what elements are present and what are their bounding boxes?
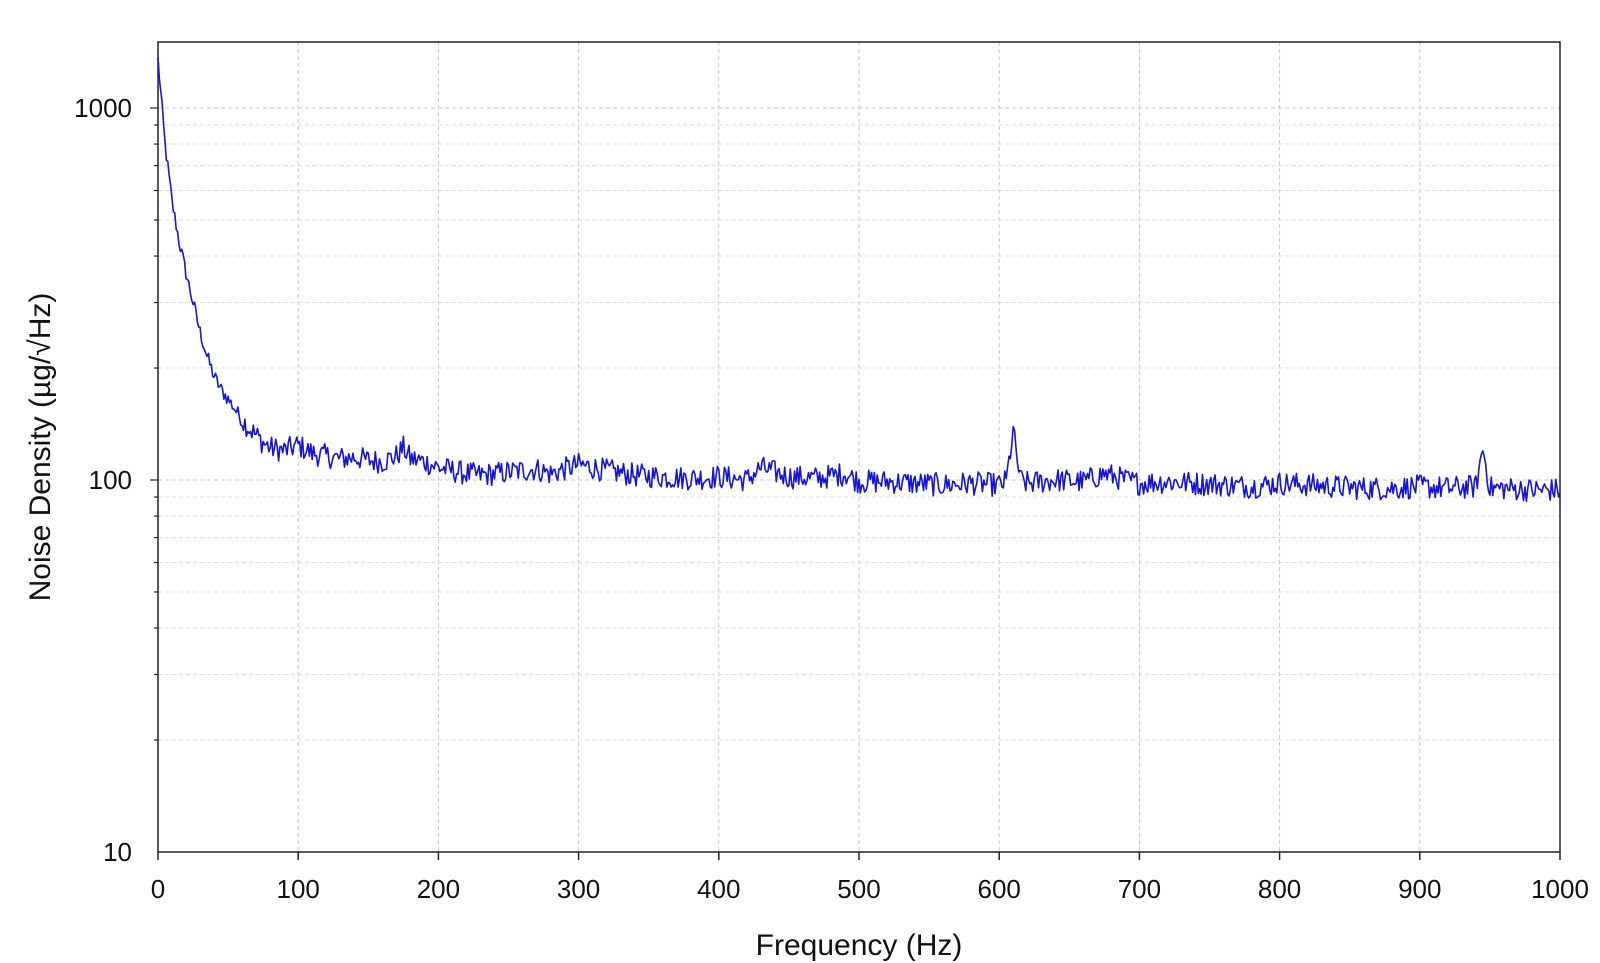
x-axis-title: Frequency (Hz) — [756, 929, 963, 962]
x-tick-label: 300 — [557, 874, 600, 904]
y-axis-title: Noise Density (µg/√Hz) — [24, 293, 57, 602]
y-tick-label: 10 — [103, 837, 132, 867]
x-tick-label: 100 — [277, 874, 320, 904]
series-line — [157, 57, 1561, 503]
x-tick-label: 1000 — [1531, 874, 1589, 904]
x-tick-label: 200 — [417, 874, 460, 904]
x-tick-label: 0 — [151, 874, 165, 904]
x-tick-label: 900 — [1398, 874, 1441, 904]
grid-lines — [158, 42, 1560, 852]
x-tick-label: 800 — [1258, 874, 1301, 904]
y-tick-label: 1000 — [74, 93, 132, 123]
x-tick-label: 600 — [978, 874, 1021, 904]
x-tick-label: 700 — [1118, 874, 1161, 904]
y-tick-label: 100 — [89, 465, 132, 495]
x-axis: 0 100 200 300 400 500 600 700 800 900 1000 — [151, 852, 1589, 904]
x-tick-label: 400 — [697, 874, 740, 904]
y-axis: 10 100 1000 — [74, 93, 158, 867]
x-tick-label: 500 — [837, 874, 880, 904]
